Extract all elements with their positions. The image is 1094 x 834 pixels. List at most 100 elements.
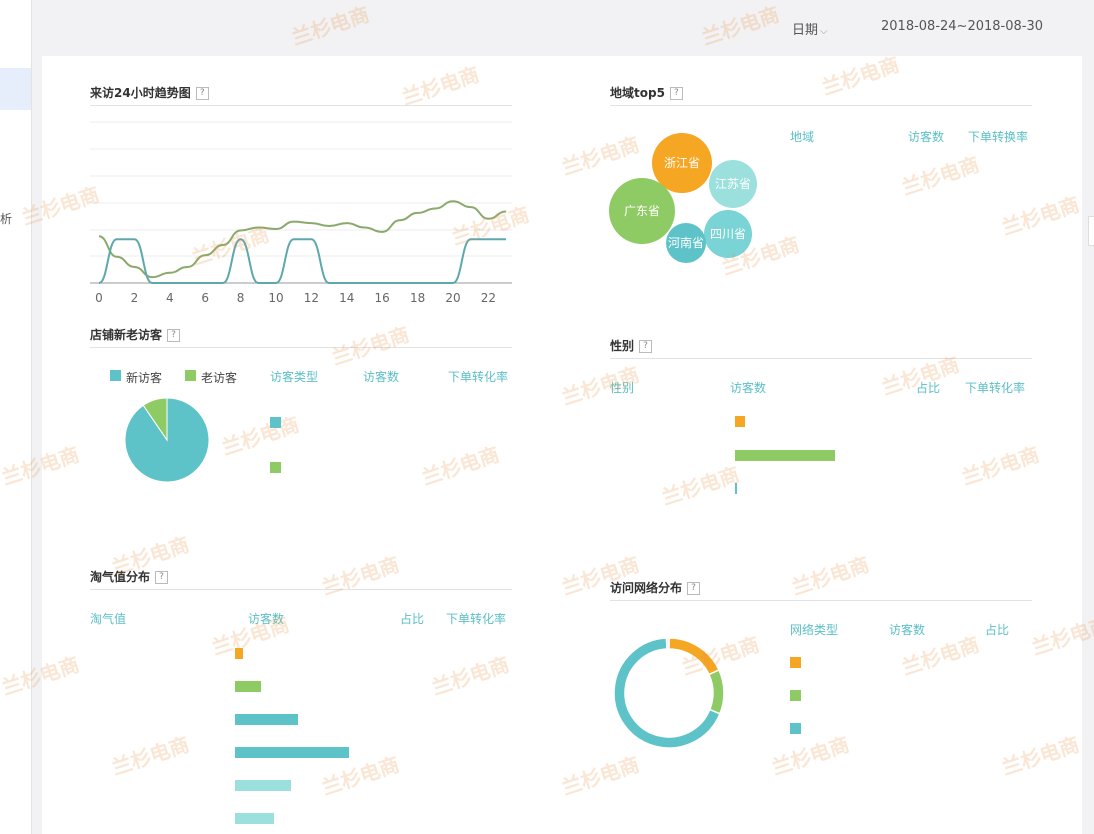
gender-header-name: 性别	[610, 381, 635, 395]
top-filter-bar: 日期 ⌵ 2018-08-24~2018-08-30	[31, 0, 1094, 56]
taoqi-bar	[235, 780, 291, 791]
gender-bar	[735, 450, 835, 461]
x-tick-label: 20	[445, 291, 460, 305]
date-dropdown[interactable]: 日期 ⌵	[792, 19, 828, 38]
region-bubble	[609, 178, 675, 244]
network-swatch	[790, 657, 801, 668]
help-icon[interactable]: ?	[167, 329, 181, 342]
region-header-name: 地域	[790, 130, 815, 144]
x-tick-label: 2	[131, 291, 139, 305]
network-swatch	[790, 723, 801, 734]
taoqi-title: 淘气值分布?	[90, 568, 169, 585]
network-swatch	[790, 690, 801, 701]
taoqi-header-rate: 下单转化率	[446, 612, 507, 626]
region-bubble-label: 河南省	[668, 235, 704, 250]
network-header-count: 访客数	[889, 623, 926, 637]
divider	[610, 358, 1032, 359]
x-tick-label: 4	[166, 291, 174, 305]
network-donut-chart	[613, 637, 725, 749]
right-edge-tab[interactable]	[1088, 216, 1094, 246]
taoqi-title-text: 淘气值分布	[90, 570, 151, 584]
taoqi-bar	[235, 714, 298, 725]
x-tick-label: 22	[481, 291, 496, 305]
region-bubble	[652, 133, 712, 193]
visits-24h-title: 来访24小时趋势图?	[90, 84, 209, 101]
taoqi-bar	[235, 681, 262, 692]
sidebar-label[interactable]: 析	[0, 212, 13, 226]
network-header-share: 占比	[985, 623, 1010, 637]
visits-24h-chart: 0 2 4 6 8 10 12 14 16 18 20 22	[90, 121, 512, 305]
legend-swatch-old	[185, 370, 196, 381]
region-title-text: 地域top5	[610, 86, 665, 100]
gender-title: 性别?	[610, 337, 653, 354]
gender-title-text: 性别	[610, 339, 635, 353]
taoqi-header-count: 访客数	[248, 612, 285, 626]
help-icon[interactable]: ?	[639, 340, 653, 353]
gender-bar	[735, 483, 738, 494]
series-line-0	[98, 200, 507, 279]
legend-label-old: 老访客	[201, 371, 238, 385]
network-header-type: 网络类型	[790, 623, 839, 637]
region-title: 地域top5?	[610, 84, 683, 101]
region-bubble-label: 四川省	[710, 227, 746, 241]
divider	[90, 105, 512, 106]
divider	[610, 105, 1032, 106]
donut-slice-4G	[707, 668, 725, 715]
type-swatch	[270, 462, 281, 473]
x-tick-label: 18	[410, 291, 425, 305]
taoqi-bar	[235, 813, 274, 824]
x-tick-label: 8	[237, 291, 245, 305]
newold-header-count: 访客数	[363, 370, 400, 384]
network-title: 访问网络分布?	[610, 579, 701, 596]
region-bubble-label: 江苏省	[715, 177, 751, 191]
network-title-text: 访问网络分布	[610, 581, 683, 595]
taoqi-header-range: 淘气值	[90, 612, 127, 626]
gender-header-share: 占比	[916, 381, 941, 395]
gender-header-rate: 下单转化率	[965, 381, 1026, 395]
x-tick-label: 14	[339, 291, 354, 305]
x-tick-label: 12	[304, 291, 319, 305]
region-bubble	[704, 210, 752, 258]
donut-slice-2G/3G	[668, 637, 720, 676]
taoqi-header-share: 占比	[400, 612, 425, 626]
divider	[90, 589, 512, 590]
newold-header-type: 访客类型	[270, 370, 319, 384]
help-icon[interactable]: ?	[669, 87, 683, 100]
left-sidebar: 析	[0, 0, 32, 834]
new-old-title: 店铺新老访客?	[90, 326, 181, 343]
x-tick-label: 10	[268, 291, 283, 305]
series-line-1	[98, 238, 507, 284]
x-tick-label: 16	[375, 291, 390, 305]
chevron-down-icon: ⌵	[820, 26, 828, 37]
new-old-title-text: 店铺新老访客	[90, 328, 163, 342]
help-icon[interactable]: ?	[195, 87, 209, 100]
pie-slice-老访客	[142, 397, 168, 442]
new-old-pie-chart	[124, 397, 210, 483]
region-bubble-label: 广东省	[624, 204, 660, 218]
help-icon[interactable]: ?	[687, 582, 701, 595]
gender-header-count: 访客数	[730, 381, 767, 395]
visits-24h-title-text: 来访24小时趋势图	[90, 86, 191, 100]
taoqi-bar	[235, 747, 349, 758]
x-tick-label: 0	[95, 291, 103, 305]
sidebar-selected-item[interactable]	[0, 68, 31, 110]
legend-label-new: 新访客	[126, 371, 163, 385]
date-range-text: 2018-08-24~2018-08-30	[881, 19, 1043, 34]
region-bubble-label: 浙江省	[664, 156, 700, 170]
donut-slice-未知	[665, 637, 670, 650]
legend-swatch-new	[110, 370, 121, 381]
region-bubble	[666, 223, 706, 263]
divider	[610, 600, 1032, 601]
region-bubble	[709, 160, 757, 208]
region-header-rate: 下单转换率	[968, 130, 1029, 144]
help-icon[interactable]: ?	[155, 571, 169, 584]
x-tick-label: 6	[201, 291, 209, 305]
newold-header-rate: 下单转化率	[448, 370, 509, 384]
region-header-count: 访客数	[908, 130, 945, 144]
dashboard-panel	[42, 56, 1082, 834]
taoqi-bar	[235, 648, 243, 659]
date-dropdown-label: 日期	[792, 23, 819, 38]
gender-bar	[735, 416, 746, 427]
divider	[90, 347, 512, 348]
